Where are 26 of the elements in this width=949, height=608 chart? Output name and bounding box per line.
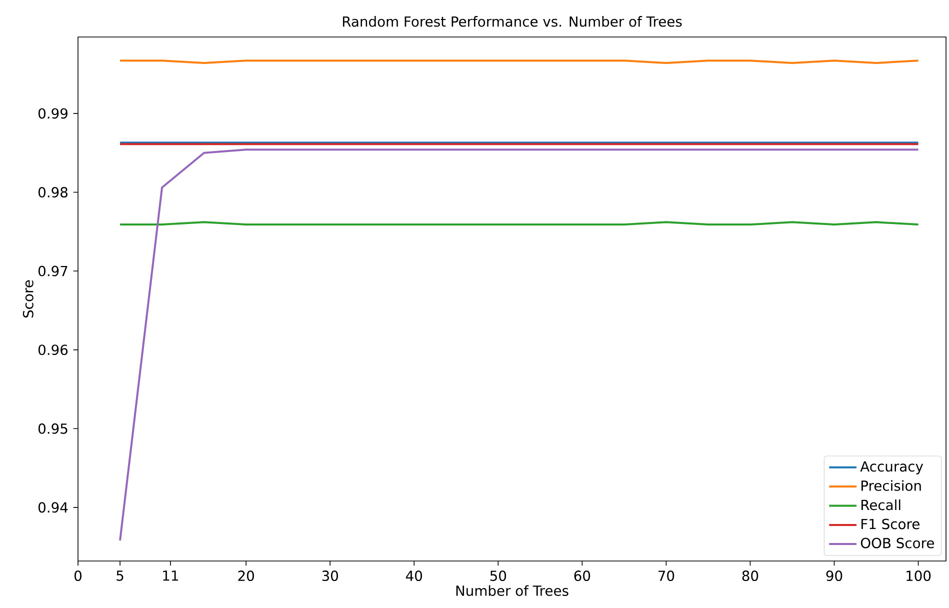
x-tick-label: 70 — [658, 570, 674, 582]
x-axis-title: Number of Trees — [456, 585, 568, 596]
legend-label: OOB Score — [860, 538, 934, 548]
y-tick-label: 0.98 — [38, 186, 68, 198]
x-tick-label: 11 — [163, 570, 178, 581]
legend-label: Precision — [862, 480, 921, 491]
legend-label: Accuracy — [860, 461, 924, 474]
y-tick-label: 0.97 — [38, 266, 68, 276]
x-tick-label: 60 — [574, 570, 590, 582]
x-tick-label: 50 — [490, 570, 506, 582]
y-axis-title: Score — [22, 280, 34, 318]
x-tick-label: 20 — [238, 570, 254, 582]
x-tick-label: 5 — [116, 570, 124, 581]
x-tick-label: 0 — [74, 570, 82, 582]
x-tick-label: 100 — [906, 570, 931, 582]
x-tick-label: 40 — [406, 570, 422, 582]
y-tick-label: 0.99 — [38, 108, 68, 119]
y-tick-label: 0.96 — [38, 344, 68, 356]
y-tick-label: 0.95 — [38, 423, 68, 434]
legend-label: F1 Score — [862, 518, 920, 530]
x-tick-label: 90 — [826, 570, 842, 582]
y-tick-label: 0.94 — [38, 502, 68, 513]
x-tick-label: 80 — [742, 570, 758, 582]
chart-title: Random Forest Performance vs. Number of Trees — [342, 16, 682, 27]
x-tick-label: 30 — [322, 570, 338, 582]
legend-label: Recall — [862, 499, 900, 510]
